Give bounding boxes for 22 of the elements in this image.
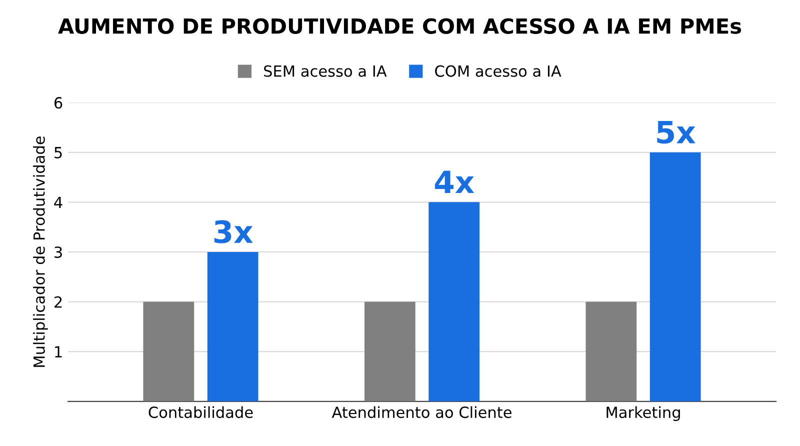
data-label: 3x [214, 220, 253, 244]
data-label: 4x [434, 170, 474, 194]
y-tick-label: 4 [54, 196, 62, 208]
x-tick-label: Atendimento ao Cliente [332, 406, 512, 418]
x-tick-label: Contabilidade [148, 406, 253, 418]
y-tick-label: 3 [54, 246, 62, 258]
y-tick-label: 1 [55, 346, 62, 358]
x-tick-label: Marketing [606, 406, 680, 422]
y-axis-title: Multiplicador de Produtividade [33, 136, 48, 367]
chart-title: AUMENTO DE PRODUTIVIDADE COM ACESSO A IA EM PMEs [58, 18, 742, 34]
bar [207, 252, 258, 402]
bar [143, 302, 194, 402]
data-label: 5x [657, 120, 696, 144]
bar [650, 152, 701, 402]
y-tick-label: 5 [54, 147, 62, 158]
bar [586, 302, 637, 402]
y-tick-label: 6 [54, 97, 62, 109]
legend-label: SEM acesso a IA [264, 65, 387, 77]
legend-label: COM acesso a IA [435, 65, 562, 77]
y-tick-label: 2 [54, 296, 62, 308]
bar [428, 202, 480, 402]
bar [364, 302, 416, 402]
